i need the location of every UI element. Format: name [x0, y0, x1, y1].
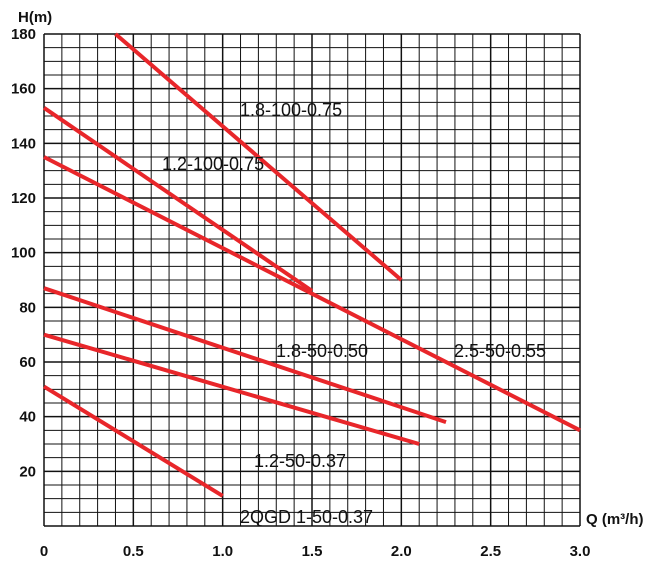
y-tick-label: 100 [11, 245, 36, 262]
y-tick-label: 160 [11, 81, 36, 98]
curve-label: 1.8-100-0.75 [240, 100, 342, 120]
pump-curve [42, 384, 224, 498]
x-tick-label: 2.5 [480, 543, 501, 560]
y-tick-label: 140 [11, 135, 36, 152]
curve-labels: 1.8-100-0.75 1.2-100-0.75 2.5-50-0.55 1.8-5… [162, 100, 546, 527]
pump-curve [114, 32, 403, 282]
pump-curve [42, 106, 314, 293]
y-tick-label: 80 [19, 299, 36, 316]
y-axis-title: H(m) [18, 9, 52, 26]
y-tick-label: 40 [19, 409, 36, 426]
pump-curves [42, 32, 581, 498]
x-tick-label: 1.0 [212, 543, 233, 560]
x-tick-label: 2.0 [391, 543, 412, 560]
curve-label: 2.5-50-0.55 [454, 341, 546, 361]
pump-curve [43, 332, 420, 446]
pump-curve [43, 286, 447, 424]
y-tick-label: 60 [19, 354, 36, 371]
curve-label: 2QGD 1-50-0.37 [240, 507, 373, 527]
x-tick-label: 0.5 [123, 543, 144, 560]
x-tick-label: 1.5 [302, 543, 323, 560]
x-tick-label: 0 [40, 543, 48, 560]
grid [43, 33, 581, 527]
curve-label: 1.2-100-0.75 [162, 154, 264, 174]
y-tick-label: 180 [11, 26, 36, 43]
axis-ticks: 0 0.5 1.0 1.5 2.0 2.5 3.0 20 40 60 80 100 120 140 160 1… [11, 26, 590, 560]
curve-label: 1.8-50-0.50 [276, 341, 368, 361]
y-tick-label: 20 [19, 463, 36, 480]
x-axis-title: Q (m³/h) [586, 511, 644, 528]
y-tick-label: 120 [11, 190, 36, 207]
pump-curve [43, 155, 581, 433]
curve-label: 1.2-50-0.37 [254, 451, 346, 471]
x-tick-label: 3.0 [570, 543, 591, 560]
